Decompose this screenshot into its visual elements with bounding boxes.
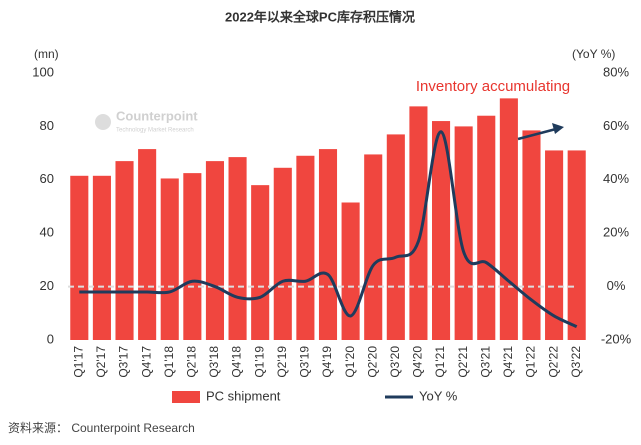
source: 资料来源： Counterpoint Research [8, 421, 195, 435]
bar [364, 154, 383, 340]
x-tick-label: Q2'21 [456, 346, 470, 378]
bar [499, 98, 518, 341]
x-tick-label: Q1'18 [162, 346, 176, 378]
bar [138, 149, 157, 340]
x-tick-label: Q4'19 [320, 346, 334, 378]
y2-axis-label: (YoY %) [572, 47, 615, 61]
x-tick-label: Q1'17 [71, 346, 85, 378]
bar [567, 150, 586, 340]
bar [318, 149, 338, 340]
y-tick-label: 40 [40, 225, 54, 240]
bar [432, 121, 451, 340]
y-tick-label: 80 [40, 118, 54, 133]
y2-tick-label: -20% [601, 331, 632, 346]
bar [477, 115, 496, 340]
x-tick-label: Q2'22 [546, 346, 560, 378]
x-tick-label: Q3'17 [117, 346, 131, 378]
y2-tick-label: 60% [603, 118, 629, 133]
bar [70, 175, 89, 340]
y-tick-label: 0 [47, 331, 54, 346]
y-tick-label: 100 [32, 64, 54, 79]
y2-tick-label: 40% [603, 171, 629, 186]
bar [160, 178, 179, 340]
bar [92, 175, 111, 340]
x-tick-label: Q2'19 [275, 346, 289, 378]
bar [296, 155, 315, 340]
x-tick-label: Q3'22 [569, 346, 583, 378]
bar [386, 134, 405, 340]
x-tick-label: Q2'20 [365, 346, 379, 378]
bar [454, 126, 473, 341]
bar [183, 173, 202, 340]
y2-tick-label: 20% [603, 225, 629, 240]
x-tick-label: Q3'21 [478, 346, 492, 378]
chart-title: 2022年以来全球PC库存积压情况 [225, 9, 415, 24]
legend-label: PC shipment [206, 388, 281, 403]
annotation: Inventory accumulating [416, 78, 570, 95]
x-tick-label: Q4'17 [139, 346, 153, 378]
annotation-arrow [517, 127, 557, 141]
y-tick-label: 20 [40, 278, 54, 293]
bar [341, 202, 360, 340]
x-tick-label: Q1'19 [252, 346, 266, 378]
x-tick-label: Q1'22 [524, 346, 538, 378]
y-axis-label: (mn) [34, 47, 59, 61]
bar [409, 106, 428, 340]
bar [522, 130, 541, 340]
x-tick-label: Q3'18 [207, 346, 221, 378]
bar [115, 161, 134, 340]
x-tick-label: Q1'21 [433, 346, 447, 378]
x-tick-label: Q3'19 [298, 346, 312, 378]
bar [545, 150, 564, 340]
x-tick-label: Q4'21 [501, 346, 515, 378]
bar [205, 161, 224, 340]
bar [251, 185, 270, 340]
bar [228, 157, 247, 340]
y2-tick-label: 0% [607, 278, 626, 293]
x-tick-label: Q2'18 [185, 346, 199, 378]
watermark-logo [95, 114, 111, 130]
x-tick-label: Q4'20 [411, 346, 425, 378]
legend-label: YoY % [419, 388, 458, 403]
x-tick-label: Q2'17 [94, 346, 108, 378]
y2-tick-label: 80% [603, 64, 629, 79]
x-tick-label: Q3'20 [388, 346, 402, 378]
bar [273, 167, 292, 340]
x-tick-label: Q1'20 [343, 346, 357, 378]
y-tick-label: 60 [40, 171, 54, 186]
line [79, 130, 578, 329]
annotation-arrowhead [552, 123, 564, 134]
legend-swatch [172, 391, 200, 403]
x-tick-label: Q4'18 [230, 346, 244, 378]
watermark: Counterpoint [116, 108, 198, 123]
watermark: Technology Market Research [116, 128, 194, 134]
